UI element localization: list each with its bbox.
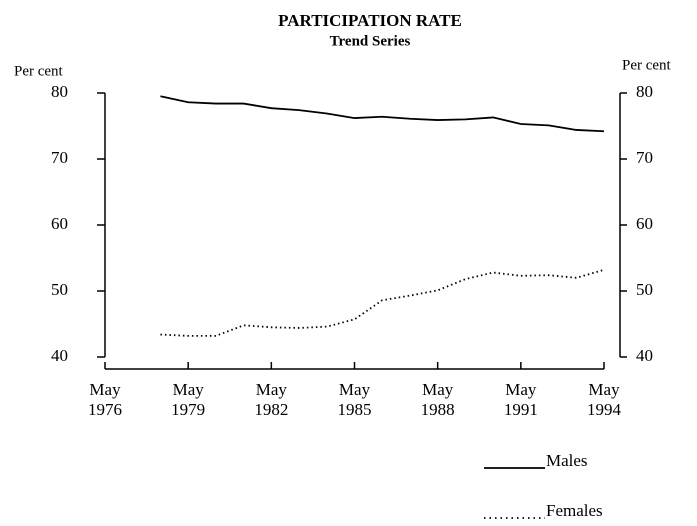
series-line [160,95,605,133]
y2-tick-label: 40 [636,346,653,365]
x-tick-label-line: 1982 [254,400,288,419]
y-tick-label: 50 [51,280,68,299]
chart-subtitle: Trend Series [330,33,411,49]
x-tick-label-line: May [89,380,121,399]
y2-axis-label: Per cent [622,57,672,73]
x-tick-label-line: 1994 [587,400,622,419]
y2-tick-label: 70 [636,148,653,167]
x-tick-label-line: 1985 [338,400,372,419]
x-tick-label: May 1994 [587,380,622,419]
y2-tick-label: 80 [636,82,653,101]
x-tick-label: May 1979 [171,380,205,419]
x-tick-label: May 1976 [88,380,122,419]
x-tick-label-line: 1988 [421,400,455,419]
x-tick-label: May 1991 [504,380,538,419]
chart-title: PARTICIPATION RATE [278,11,462,30]
y-tick-label: 60 [51,214,68,233]
x-tick-label-line: 1991 [504,400,538,419]
x-tick-label: May 1982 [254,380,288,419]
y2-tick-label: 50 [636,280,653,299]
y-tick-label: 80 [51,82,68,101]
x-tick-label-line: May [173,380,205,399]
x-tick-label-line: 1976 [88,400,122,419]
y-axis-label: Per cent [14,63,64,79]
legend-label: Females [546,501,603,520]
x-tick-label-line: 1979 [171,400,205,419]
y-tick-label: 70 [51,148,68,167]
x-tick-label: May 1985 [338,380,372,419]
y2-tick-label: 60 [636,214,653,233]
series-line [160,269,605,337]
x-tick-label-line: May [505,380,537,399]
x-tick-label-line: May [588,380,620,399]
y-tick-label: 40 [51,346,68,365]
x-tick-label-line: May [422,380,454,399]
x-tick-label-line: May [339,380,371,399]
legend-label: Males [546,451,588,470]
x-tick-label-line: May [256,380,288,399]
x-tick-label: May 1988 [421,380,455,419]
